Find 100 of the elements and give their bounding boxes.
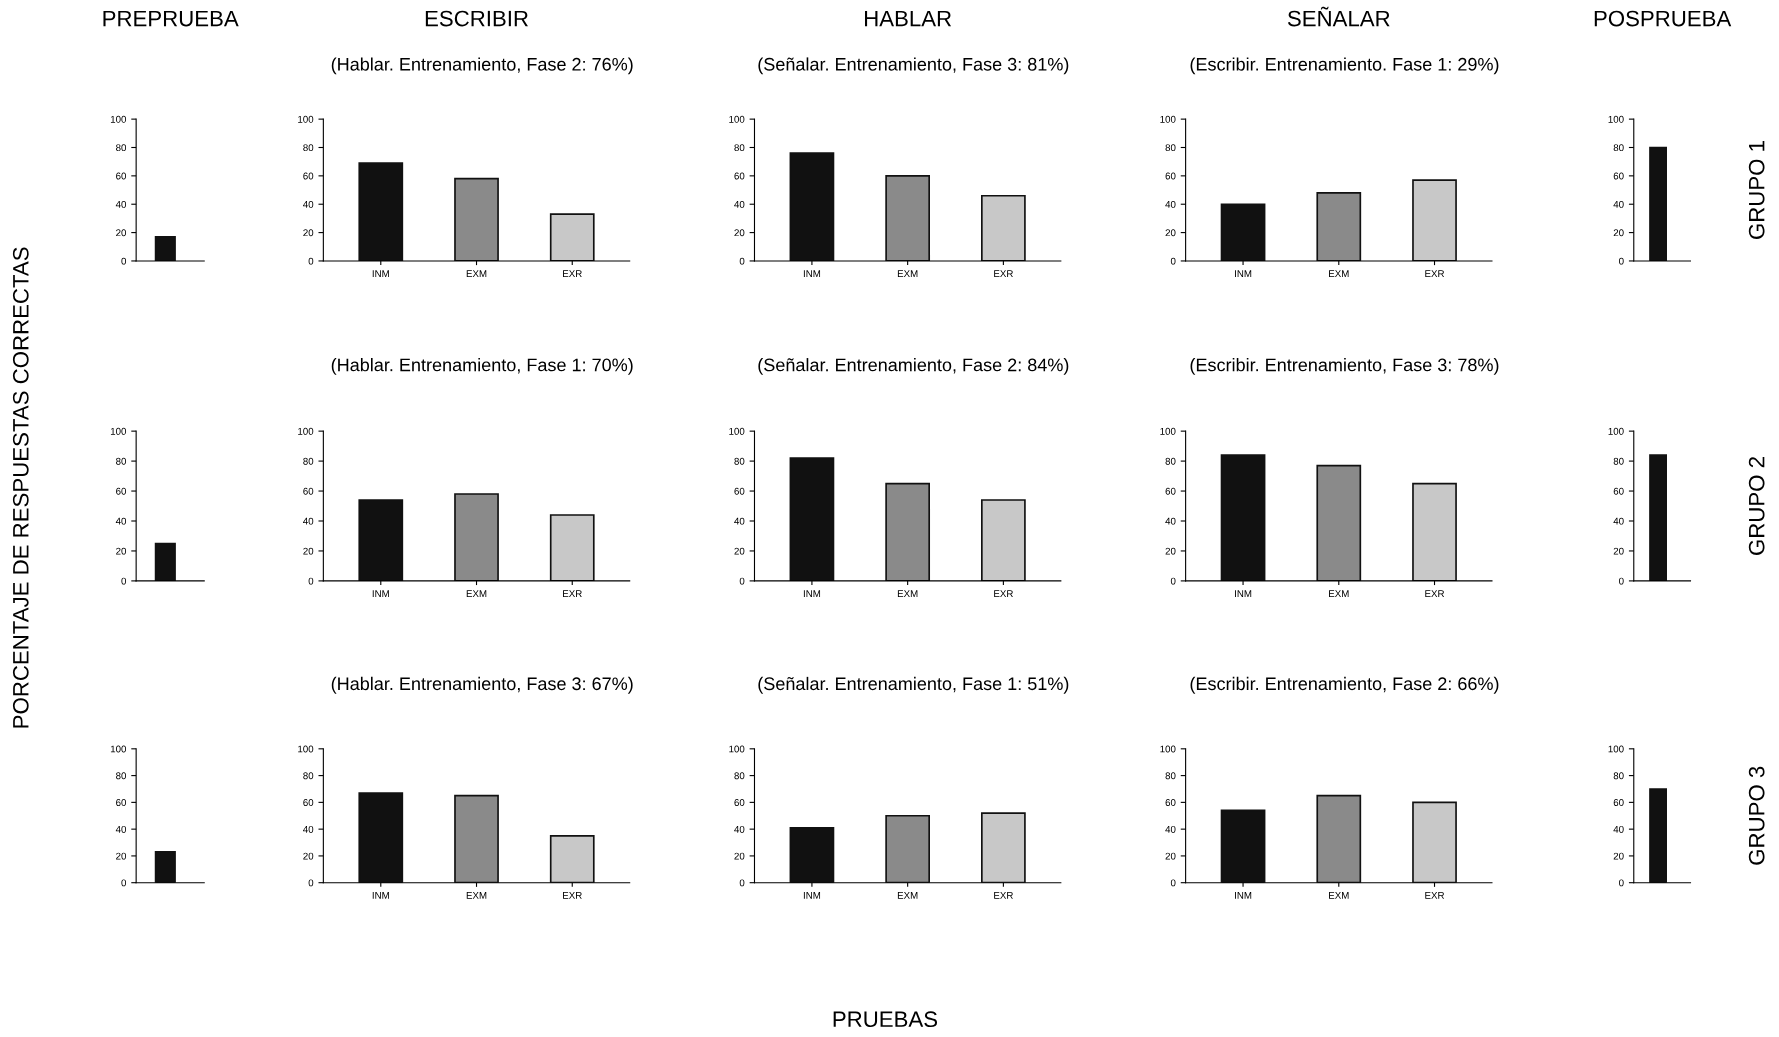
y-tick-label: 0 <box>1170 257 1176 265</box>
y-tick-label: 80 <box>1613 772 1624 780</box>
y-tick-label: 60 <box>116 172 127 180</box>
x-tick-label: EXR <box>1425 270 1445 278</box>
x-tick-label: EXM <box>466 590 487 597</box>
y-tick-label: 100 <box>1160 745 1176 753</box>
bar <box>358 499 404 581</box>
x-tick-label: EXM <box>897 892 918 899</box>
y-tick-label: 60 <box>1613 799 1624 806</box>
y-tick-label: 0 <box>1619 577 1624 585</box>
y-tick-label: 60 <box>734 487 745 495</box>
y-tick-label: 0 <box>1170 879 1176 887</box>
y2-axis-title: GRUPO 2 <box>1748 457 1765 555</box>
chart-title: SEÑALAR <box>1287 6 1390 27</box>
y-tick-label: 20 <box>303 229 314 237</box>
bar <box>981 194 1026 261</box>
bar <box>1220 809 1266 883</box>
bar <box>885 482 931 581</box>
chart-subtitle: (Escribir. Entrenamiento, Fase 2: 66%) <box>1190 676 1499 694</box>
y-tick-label: 80 <box>1613 144 1624 152</box>
y-axis-title: PORCENTAJE DE RESPUESTAS CORRECTAS <box>12 247 29 728</box>
x-tick-label: EXR <box>563 892 582 899</box>
x-tick-label: EXM <box>1329 590 1349 597</box>
y-tick-label: 40 <box>303 517 314 525</box>
y-tick-label: 20 <box>1613 547 1624 555</box>
y-tick-label: 100 <box>110 115 127 123</box>
chart-subtitle: (Escribir. Entrenamiento. Fase 1: 29%) <box>1190 57 1499 75</box>
y-tick-label: 40 <box>303 825 314 833</box>
y-tick-label: 100 <box>729 427 745 435</box>
bar <box>549 213 595 261</box>
bar <box>1316 464 1362 581</box>
bar <box>1412 482 1457 581</box>
y2-axis-title: GRUPO 3 <box>1748 766 1765 865</box>
y-tick-label: 80 <box>303 144 314 152</box>
y-tick-label: 40 <box>303 200 314 208</box>
y-tick-label: 100 <box>729 745 745 753</box>
y-tick-label: 0 <box>121 257 127 265</box>
chart-subtitle: (Hablar. Entrenamiento, Fase 3: 67%) <box>331 676 633 694</box>
y-tick-label: 40 <box>734 825 745 833</box>
x-tick-label: EXR <box>563 270 582 278</box>
y-tick-label: 20 <box>1613 852 1624 860</box>
bar <box>358 792 404 883</box>
bar <box>789 457 835 581</box>
bar <box>549 835 595 883</box>
y-tick-label: 60 <box>303 172 314 180</box>
x-tick-label: EXM <box>897 590 918 597</box>
y-tick-label: 80 <box>1165 457 1176 465</box>
y-tick-label: 60 <box>734 172 745 180</box>
y-tick-label: 60 <box>116 487 127 495</box>
y-tick-label: 40 <box>1165 200 1176 208</box>
y-tick-label: 0 <box>121 577 127 585</box>
chart-title: PREPRUEBA <box>103 10 239 27</box>
y-tick-label: 80 <box>303 772 314 780</box>
bar <box>1316 192 1362 261</box>
y-tick-label: 40 <box>115 517 127 525</box>
chart-subtitle: (Señalar. Entrenamiento, Fase 3: 81%) <box>758 57 1069 75</box>
y-tick-label: 100 <box>298 745 314 753</box>
y-tick-label: 80 <box>734 772 745 780</box>
x-tick-label: EXM <box>466 892 487 899</box>
y-tick-label: 40 <box>115 200 127 208</box>
y-tick-label: 80 <box>116 772 127 780</box>
x-tick-label: EXR <box>1425 892 1445 899</box>
y-tick-label: 100 <box>110 745 127 753</box>
y-tick-label: 40 <box>1165 517 1176 525</box>
y-tick-label: 80 <box>734 457 745 465</box>
y-tick-label: 0 <box>1619 257 1624 265</box>
bar <box>1316 794 1362 883</box>
chart-subtitle: (Escribir. Entrenamiento, Fase 3: 78%) <box>1190 358 1499 375</box>
y-tick-label: 100 <box>1608 115 1624 123</box>
x-tick-label: INM <box>1235 270 1252 278</box>
y-tick-label: 80 <box>1165 144 1176 152</box>
y-tick-label: 40 <box>734 200 745 208</box>
y-tick-label: 20 <box>116 852 127 860</box>
y-tick-label: 60 <box>1165 799 1176 806</box>
y-tick-label: 100 <box>298 427 314 435</box>
chart-subtitle: (Señalar. Entrenamiento, Fase 2: 84%) <box>758 358 1069 375</box>
y-tick-label: 80 <box>734 144 745 152</box>
bar <box>981 812 1026 883</box>
y-tick-label: 100 <box>1160 427 1176 435</box>
y-tick-label: 60 <box>1613 487 1624 495</box>
x-tick-label: EXM <box>897 270 918 278</box>
bar <box>1220 203 1266 261</box>
x-tick-label: EXR <box>1425 590 1445 597</box>
bar <box>981 499 1026 581</box>
y-tick-label: 100 <box>1160 115 1176 123</box>
y-tick-label: 0 <box>1619 879 1624 887</box>
x-tick-label: INM <box>372 590 389 597</box>
y-tick-label: 20 <box>1165 852 1176 860</box>
chart-title: HABLAR <box>865 10 952 27</box>
y-tick-label: 40 <box>734 517 745 525</box>
y-tick-label: 0 <box>121 879 127 887</box>
chart-subtitle: (Hablar. Entrenamiento, Fase 1: 70%) <box>331 358 633 375</box>
x-tick-label: INM <box>372 270 389 278</box>
bar <box>454 177 499 261</box>
y-tick-label: 80 <box>116 457 127 465</box>
chart-title: POSPRUEBA <box>1594 10 1732 27</box>
x-tick-label: INM <box>803 590 821 597</box>
x-tick-label: EXR <box>563 590 582 597</box>
y-tick-label: 80 <box>116 144 127 152</box>
y-tick-label: 20 <box>1165 547 1176 555</box>
